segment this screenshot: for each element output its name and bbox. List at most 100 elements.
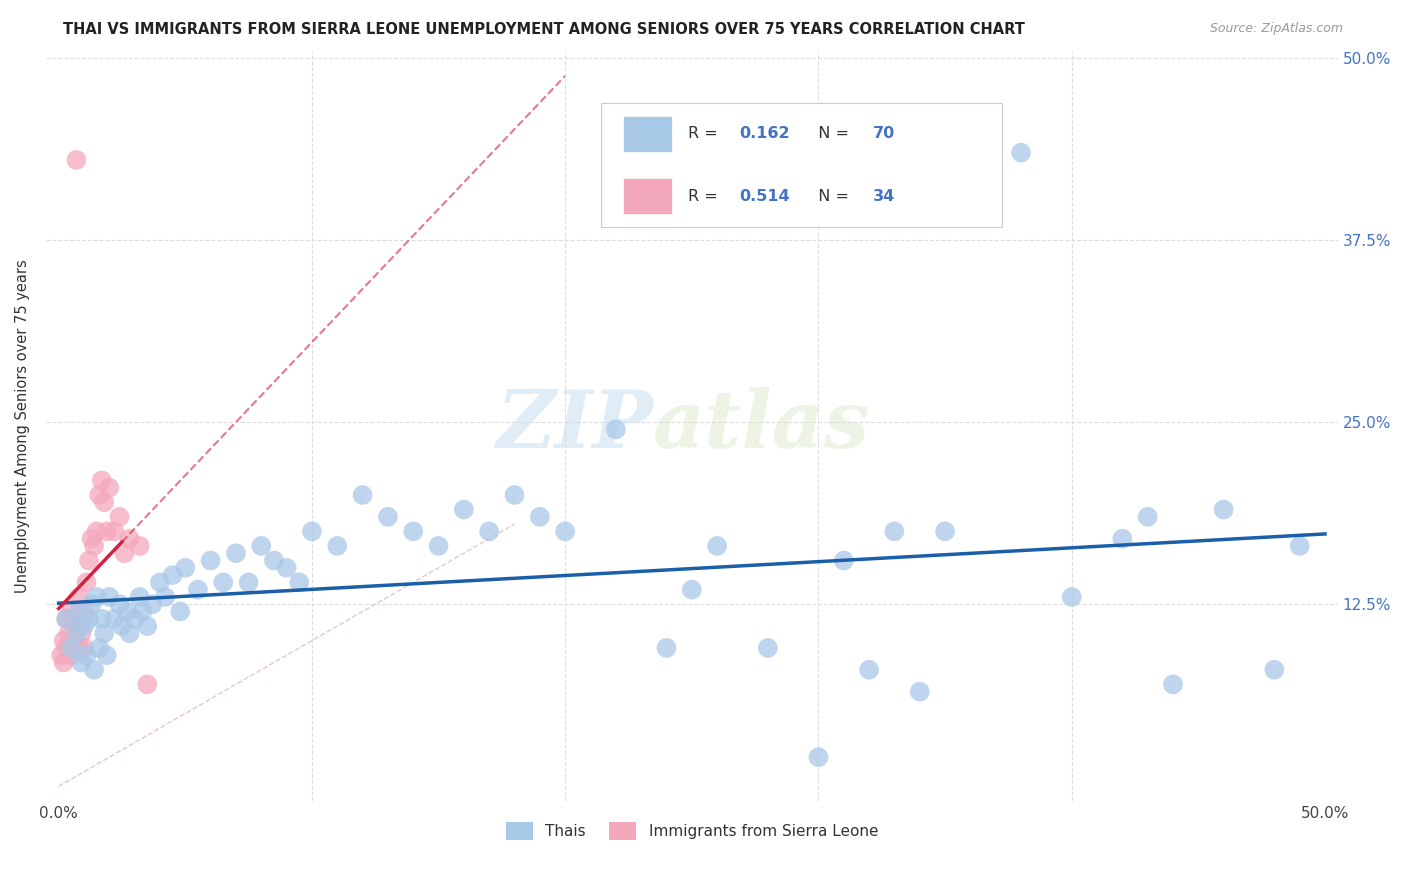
Point <box>402 524 425 539</box>
Text: 70: 70 <box>873 127 894 142</box>
Point <box>934 524 956 539</box>
Point <box>288 575 311 590</box>
Point <box>681 582 703 597</box>
Point <box>58 626 80 640</box>
Point <box>98 590 121 604</box>
Point <box>1060 590 1083 604</box>
Text: N =: N = <box>808 127 855 142</box>
Point <box>60 640 83 655</box>
Point <box>1263 663 1285 677</box>
Point <box>706 539 728 553</box>
Point <box>131 605 153 619</box>
Point <box>55 612 77 626</box>
Point <box>118 626 141 640</box>
Point <box>111 619 134 633</box>
Text: R =: R = <box>688 127 723 142</box>
Point <box>1212 502 1234 516</box>
Point <box>103 524 125 539</box>
Point <box>70 626 93 640</box>
Point <box>807 750 830 764</box>
Point <box>1010 145 1032 160</box>
Text: N =: N = <box>808 189 855 203</box>
Point <box>478 524 501 539</box>
Text: 0.514: 0.514 <box>740 189 790 203</box>
Point <box>427 539 450 553</box>
Point <box>169 605 191 619</box>
Point <box>55 640 77 655</box>
Point <box>908 684 931 698</box>
Point <box>1288 539 1310 553</box>
Point <box>503 488 526 502</box>
Y-axis label: Unemployment Among Seniors over 75 years: Unemployment Among Seniors over 75 years <box>15 259 30 592</box>
Point <box>52 656 75 670</box>
Point <box>756 640 779 655</box>
Point <box>114 546 136 560</box>
Point <box>128 539 150 553</box>
Point <box>80 597 103 611</box>
Point <box>250 539 273 553</box>
Point <box>60 648 83 663</box>
Point <box>83 539 105 553</box>
Point <box>67 640 90 655</box>
Point <box>301 524 323 539</box>
Point <box>276 561 298 575</box>
Text: 0.162: 0.162 <box>740 127 790 142</box>
Point <box>225 546 247 560</box>
Point <box>377 509 399 524</box>
Point <box>115 605 138 619</box>
Point <box>98 481 121 495</box>
Point <box>70 656 93 670</box>
FancyBboxPatch shape <box>623 178 672 214</box>
Text: R =: R = <box>688 189 723 203</box>
Point <box>883 524 905 539</box>
Point <box>73 605 96 619</box>
Point <box>89 640 111 655</box>
Point <box>1111 532 1133 546</box>
Point <box>352 488 374 502</box>
Point <box>63 612 86 626</box>
Point <box>90 612 112 626</box>
Point <box>1136 509 1159 524</box>
Point <box>63 633 86 648</box>
Point <box>108 597 131 611</box>
Point <box>832 553 855 567</box>
Point <box>55 612 77 626</box>
Point <box>1161 677 1184 691</box>
Point <box>65 626 87 640</box>
Point <box>93 495 115 509</box>
Point <box>77 612 100 626</box>
Point <box>326 539 349 553</box>
Point <box>212 575 235 590</box>
Point <box>187 582 209 597</box>
Point <box>76 648 98 663</box>
Point <box>76 575 98 590</box>
Point <box>70 612 93 626</box>
Point <box>858 663 880 677</box>
Point <box>108 509 131 524</box>
Point <box>96 524 118 539</box>
Point <box>655 640 678 655</box>
Legend: Thais, Immigrants from Sierra Leone: Thais, Immigrants from Sierra Leone <box>499 816 884 846</box>
Text: 34: 34 <box>873 189 894 203</box>
Point <box>77 553 100 567</box>
Point <box>238 575 260 590</box>
Point <box>141 597 163 611</box>
Point <box>174 561 197 575</box>
Point <box>93 626 115 640</box>
FancyBboxPatch shape <box>623 116 672 152</box>
Point <box>65 619 87 633</box>
Point <box>162 568 184 582</box>
Point <box>73 640 96 655</box>
Point <box>80 532 103 546</box>
Point <box>554 524 576 539</box>
Point <box>86 590 108 604</box>
Text: atlas: atlas <box>652 387 870 465</box>
Point <box>118 532 141 546</box>
Point <box>67 590 90 604</box>
Point <box>124 612 146 626</box>
Text: Source: ZipAtlas.com: Source: ZipAtlas.com <box>1209 22 1343 36</box>
Point <box>51 648 73 663</box>
Point <box>263 553 285 567</box>
Point <box>149 575 172 590</box>
Point <box>605 422 627 436</box>
